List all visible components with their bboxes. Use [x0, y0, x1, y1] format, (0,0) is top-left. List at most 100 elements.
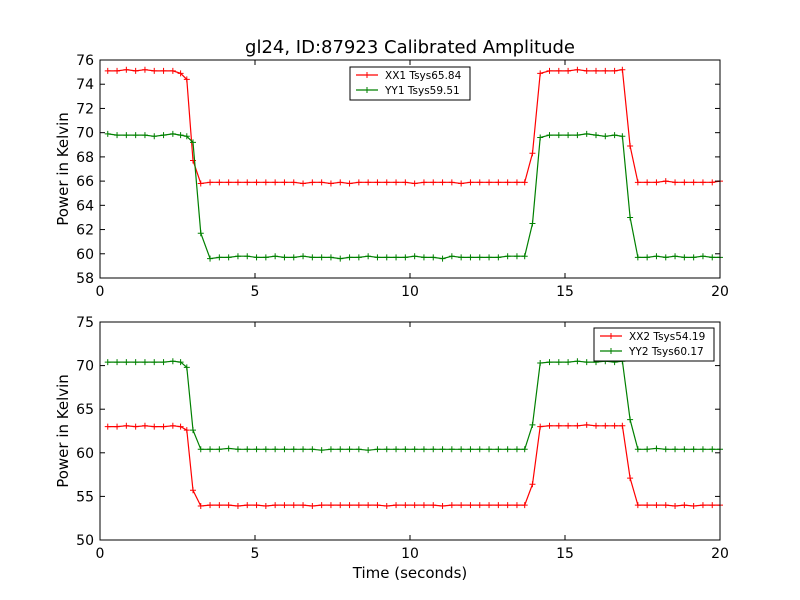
- data-point: [309, 254, 316, 261]
- data-point: [290, 502, 297, 509]
- data-point: [420, 446, 427, 453]
- x-tick-label: 15: [556, 284, 574, 300]
- x-tick-label: 20: [711, 546, 729, 562]
- data-point: [627, 214, 634, 221]
- data-point: [644, 502, 651, 509]
- data-point: [672, 502, 679, 509]
- data-point: [104, 130, 111, 137]
- x-tick-label: 15: [556, 546, 574, 562]
- y-tick-label: 58: [76, 271, 94, 287]
- data-point: [402, 502, 409, 509]
- data-point: [244, 179, 251, 186]
- data-point: [430, 446, 437, 453]
- data-point: [439, 446, 446, 453]
- data-point: [244, 502, 251, 509]
- data-point: [262, 446, 269, 453]
- data-point: [602, 133, 609, 140]
- y-tick-label: 74: [76, 77, 94, 93]
- data-point: [177, 132, 184, 139]
- data-point: [430, 179, 437, 186]
- data-point: [141, 66, 148, 73]
- data-point: [337, 179, 344, 186]
- y-tick-label: 72: [76, 101, 94, 117]
- data-point: [430, 502, 437, 509]
- data-point: [262, 179, 269, 186]
- legend-box: [593, 327, 715, 362]
- data-point: [190, 139, 196, 146]
- data-point: [672, 446, 679, 453]
- data-point: [583, 359, 590, 366]
- data-point: [619, 422, 626, 429]
- data-point: [448, 502, 455, 509]
- data-point: [216, 254, 223, 261]
- y-tick-label: 65: [76, 402, 94, 418]
- data-point: [644, 179, 651, 186]
- data-point: [699, 446, 706, 453]
- legend-marker: [364, 87, 370, 93]
- data-point: [216, 502, 223, 509]
- data-point: [690, 179, 697, 186]
- data-point: [513, 502, 520, 509]
- data-point: [197, 230, 204, 237]
- data-point: [281, 254, 288, 261]
- subplot-1: 0 5 10 15 20 58 60 62 64 66 68 70 72 74 76 Power in Kel…: [54, 53, 729, 300]
- data-point: [467, 254, 474, 261]
- data-point: [207, 446, 214, 453]
- data-point: [521, 179, 528, 186]
- data-point: [309, 446, 316, 453]
- data-point: [653, 445, 660, 452]
- data-point: [160, 67, 167, 74]
- data-point: [114, 132, 121, 139]
- data-point: [383, 179, 390, 186]
- data-point: [495, 254, 502, 261]
- y-tick-label: 70: [76, 126, 94, 142]
- data-point: [393, 502, 400, 509]
- data-point: [365, 447, 372, 454]
- data-point: [346, 446, 353, 453]
- data-point: [104, 359, 111, 366]
- data-point: [197, 502, 204, 509]
- data-point: [611, 132, 618, 139]
- y-tick-label: 68: [76, 150, 94, 166]
- data-point: [253, 446, 260, 453]
- data-point: [458, 180, 465, 187]
- data-point: [114, 423, 121, 430]
- data-point: [681, 179, 688, 186]
- data-point: [653, 179, 660, 186]
- x-tick-label: 10: [401, 284, 419, 300]
- data-point: [190, 427, 196, 434]
- data-point: [151, 423, 158, 430]
- data-point: [104, 67, 111, 74]
- data-point: [123, 132, 130, 139]
- data-point: [177, 70, 184, 77]
- legend-label: XX1 Tsys65.84: [385, 70, 462, 82]
- data-point: [244, 446, 251, 453]
- data-point: [411, 180, 418, 187]
- data-point: [365, 179, 372, 186]
- data-point: [583, 67, 590, 74]
- data-point: [546, 132, 553, 139]
- data-point: [393, 446, 400, 453]
- y-tick-label: 76: [76, 53, 94, 69]
- data-point: [504, 502, 511, 509]
- data-point: [327, 502, 334, 509]
- data-point: [337, 502, 344, 509]
- data-point: [244, 253, 251, 260]
- y-tick-label: 60: [76, 247, 94, 263]
- data-point: [627, 142, 634, 149]
- data-point: [513, 179, 520, 186]
- x-tick-label: 10: [401, 546, 419, 562]
- data-point: [513, 446, 520, 453]
- data-point: [439, 502, 446, 509]
- data-point: [476, 179, 483, 186]
- data-point: [420, 502, 427, 509]
- data-point: [318, 447, 325, 454]
- data-point: [672, 253, 679, 260]
- data-point: [565, 67, 572, 74]
- data-point: [521, 502, 528, 509]
- data-point: [383, 254, 390, 261]
- data-point: [529, 481, 536, 488]
- data-point: [439, 255, 446, 262]
- data-point: [383, 446, 390, 453]
